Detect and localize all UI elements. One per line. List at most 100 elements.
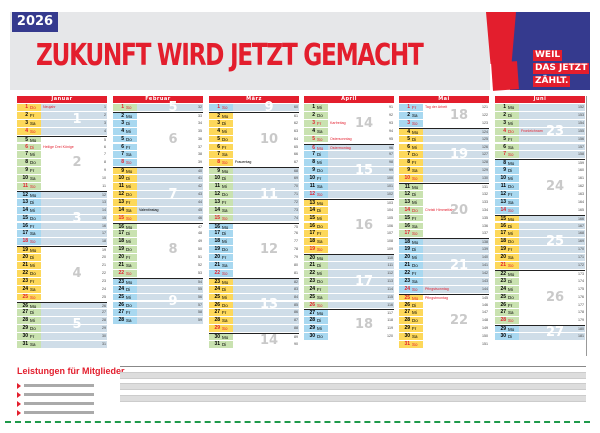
day-row[interactable]: 1 Mi 91 — [304, 104, 394, 112]
day-row[interactable]: 11 Mi 42 — [113, 183, 203, 191]
day-row[interactable]: 3 Di 62 — [209, 119, 299, 128]
day-row[interactable]: 17 Di 48 — [113, 230, 203, 239]
day-row[interactable]: 27 Sa 178 — [495, 309, 585, 318]
day-row[interactable]: 1 Fr Tag der Arbeit 121 — [399, 104, 489, 112]
day-row[interactable]: 11 So 11 — [17, 183, 107, 191]
day-row[interactable]: 19 Di 139 — [399, 246, 489, 255]
day-row[interactable]: 7 So 158 — [495, 151, 585, 160]
day-row[interactable]: 8 Mo 159 — [495, 159, 585, 168]
day-row[interactable]: 30 Fr 30 — [17, 333, 107, 341]
day-row[interactable]: 14 Mi 14 — [17, 206, 107, 215]
day-row[interactable]: 24 Di 83 — [209, 285, 299, 294]
day-row[interactable]: 3 Fr Karfreitag 93 — [304, 119, 394, 128]
day-row[interactable]: 22 So 53 — [113, 269, 203, 278]
day-row[interactable]: 5 Do 36 — [113, 135, 203, 144]
day-row[interactable]: 17 Mi 168 — [495, 230, 585, 239]
day-row[interactable]: 6 Mi 126 — [399, 143, 489, 152]
day-row[interactable]: 24 Fr 114 — [304, 285, 394, 294]
day-row[interactable]: 18 Mo 138 — [399, 238, 489, 247]
day-row[interactable]: 12 Do 43 — [113, 190, 203, 199]
day-row[interactable]: 25 Mi 84 — [209, 293, 299, 302]
day-row[interactable]: 22 Fr 142 — [399, 269, 489, 278]
day-row[interactable]: 21 So 172 — [495, 262, 585, 270]
day-row[interactable]: 29 Fr 149 — [399, 325, 489, 334]
day-row[interactable]: 16 Sa 136 — [399, 222, 489, 231]
day-row[interactable]: 15 Do 15 — [17, 214, 107, 223]
day-row[interactable]: 20 Mi 140 — [399, 254, 489, 262]
day-row[interactable]: 16 Do 106 — [304, 222, 394, 231]
day-row[interactable]: 20 Mo 110 — [304, 254, 394, 262]
day-row[interactable]: 4 Mi 63 — [209, 127, 299, 136]
day-row[interactable]: 11 Do 162 — [495, 183, 585, 191]
day-row[interactable]: 24 Sa 24 — [17, 285, 107, 294]
day-row[interactable]: 19 Do 50 — [113, 246, 203, 255]
day-row[interactable]: 30 Do 120 — [304, 333, 394, 341]
day-row[interactable]: 2 Mo 61 — [209, 111, 299, 120]
day-row[interactable]: 29 Mo 180 — [495, 325, 585, 334]
day-row[interactable]: 9 Mo 40 — [113, 167, 203, 176]
day-row[interactable]: 19 Mo 19 — [17, 246, 107, 255]
day-row[interactable]: 4 Do Fronleichnam 155 — [495, 127, 585, 136]
day-row[interactable]: 1 Mo 152 — [495, 104, 585, 112]
day-row[interactable]: 27 Di 27 — [17, 309, 107, 318]
day-row[interactable]: 8 Mi 98 — [304, 159, 394, 168]
day-row[interactable]: 5 Do 64 — [209, 135, 299, 144]
day-row[interactable]: 28 Do 148 — [399, 317, 489, 326]
day-row[interactable]: 5 Fr 156 — [495, 135, 585, 144]
day-row[interactable]: 25 Sa 115 — [304, 293, 394, 302]
day-row[interactable]: 18 Mi 77 — [209, 238, 299, 247]
day-row[interactable]: 5 Di 125 — [399, 135, 489, 144]
day-row[interactable]: 21 Di 111 — [304, 262, 394, 270]
day-row[interactable]: 5 Mo 5 — [17, 135, 107, 144]
day-row[interactable]: 14 Do Christi Himmelfahrt 134 — [399, 206, 489, 215]
day-row[interactable]: 28 Mi 28 — [17, 317, 107, 326]
day-row[interactable]: 13 Fr 72 — [209, 198, 299, 207]
day-row[interactable]: 9 Do 99 — [304, 167, 394, 176]
day-row[interactable]: 15 So 46 — [113, 214, 203, 223]
day-row[interactable]: 19 Do 78 — [209, 246, 299, 255]
day-row[interactable]: 23 Di 174 — [495, 277, 585, 286]
day-row[interactable]: 2 Fr 2 — [17, 111, 107, 120]
day-row[interactable]: 31 So 151 — [399, 341, 489, 349]
day-row[interactable]: 8 So Frauentag 67 — [209, 159, 299, 168]
day-row[interactable]: 8 Fr 128 — [399, 159, 489, 168]
day-row[interactable]: 16 Mo 75 — [209, 222, 299, 231]
day-row[interactable]: 11 Mo 131 — [399, 183, 489, 191]
day-row[interactable]: 6 Sa 157 — [495, 143, 585, 152]
day-row[interactable]: 12 Mo 12 — [17, 190, 107, 199]
day-row[interactable]: 21 Mi 21 — [17, 262, 107, 270]
day-row[interactable]: 6 Mo Ostermontag 96 — [304, 143, 394, 152]
day-row[interactable]: 14 Di 104 — [304, 206, 394, 215]
day-row[interactable]: 20 Sa 171 — [495, 254, 585, 262]
day-row[interactable]: 1 Do Neujahr 1 — [17, 104, 107, 112]
day-row[interactable]: 23 Fr 23 — [17, 277, 107, 286]
day-row[interactable]: 18 Sa 108 — [304, 238, 394, 247]
day-row[interactable]: 17 So 137 — [399, 230, 489, 239]
day-row[interactable]: 24 Di 55 — [113, 285, 203, 294]
day-row[interactable]: 25 Mo Pfingstmontag 145 — [399, 293, 489, 302]
day-row[interactable]: 28 Sa 87 — [209, 317, 299, 326]
day-row[interactable]: 22 Mi 112 — [304, 269, 394, 278]
day-row[interactable]: 17 Di 76 — [209, 230, 299, 239]
day-row[interactable]: 28 So 179 — [495, 317, 585, 326]
day-row[interactable]: 27 Mi 147 — [399, 309, 489, 318]
day-row[interactable]: 26 Do 85 — [209, 301, 299, 310]
day-row[interactable]: 14 So 165 — [495, 206, 585, 215]
day-row[interactable]: 12 Di 132 — [399, 190, 489, 199]
day-row[interactable]: 1 So 60 — [209, 104, 299, 112]
day-row[interactable]: 13 Di 13 — [17, 198, 107, 207]
day-row[interactable]: 22 Do 22 — [17, 269, 107, 278]
day-row[interactable]: 13 Fr 44 — [113, 198, 203, 207]
day-row[interactable]: 4 Sa 94 — [304, 127, 394, 136]
day-row[interactable]: 16 Di 167 — [495, 222, 585, 231]
day-row[interactable]: 13 Mi 133 — [399, 198, 489, 207]
day-row[interactable]: 17 Sa 17 — [17, 230, 107, 239]
day-row[interactable]: 18 So 18 — [17, 238, 107, 247]
day-row[interactable]: 29 So 88 — [209, 325, 299, 334]
day-row[interactable]: 9 Mo 68 — [209, 167, 299, 176]
day-row[interactable]: 24 So Pfingstsonntag 144 — [399, 285, 489, 294]
day-row[interactable]: 21 Sa 80 — [209, 262, 299, 270]
day-row[interactable]: 3 So 123 — [399, 119, 489, 128]
day-row[interactable]: 4 Mi 35 — [113, 127, 203, 136]
day-row[interactable]: 30 Di 181 — [495, 333, 585, 341]
